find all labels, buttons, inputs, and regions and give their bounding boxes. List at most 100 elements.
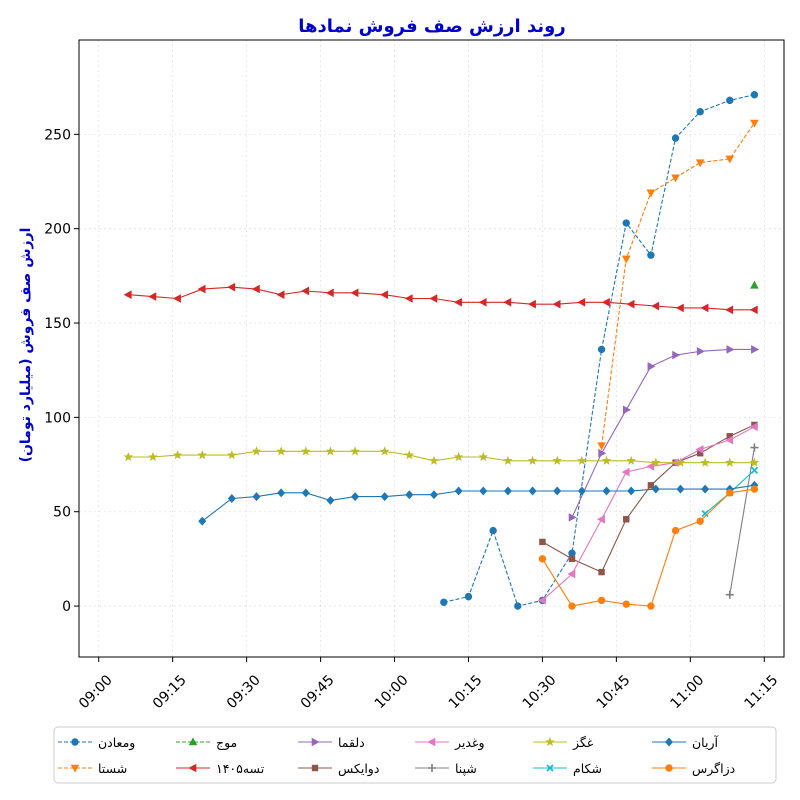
data-point (726, 345, 735, 354)
data-point (172, 450, 183, 460)
legend-marker (70, 764, 80, 773)
data-point (626, 455, 636, 465)
data-point (696, 517, 704, 525)
data-point (489, 526, 497, 535)
legend-label: دلقما (338, 735, 365, 750)
data-point (601, 455, 612, 465)
data-point (464, 592, 473, 601)
legend-marker (546, 764, 554, 772)
data-point (671, 134, 680, 142)
legend-item: غگز (533, 735, 594, 751)
data-point (380, 492, 389, 502)
data-point (380, 290, 388, 300)
data-point (198, 516, 207, 526)
data-point (577, 455, 587, 465)
legend-label: دوایکس (338, 761, 379, 777)
legend-marker (188, 737, 198, 746)
data-point (429, 455, 439, 465)
data-point (227, 450, 237, 460)
data-point (601, 297, 610, 307)
legend-item: شکام (533, 761, 602, 776)
data-point (227, 282, 236, 292)
data-point (568, 549, 576, 557)
data-point (675, 457, 686, 467)
x-tick-label: 10:30 (520, 672, 560, 712)
data-point (750, 485, 759, 493)
data-point (567, 569, 576, 579)
data-point (528, 486, 537, 496)
x-tick-label: 09:15 (150, 672, 190, 712)
series-7 (537, 422, 758, 605)
data-point (696, 108, 704, 116)
y-axis-label: ارزش صف فروش (میلیارد تومان) (18, 228, 34, 463)
data-point (622, 600, 630, 608)
series-3 (750, 280, 759, 289)
plot-frame (78, 39, 785, 658)
data-point (197, 450, 208, 460)
data-point (646, 462, 655, 471)
data-point (726, 433, 733, 440)
series-group (123, 91, 760, 610)
x-tick-label: 09:45 (298, 672, 338, 712)
legend-label: دزاگرس (692, 761, 735, 777)
data-point (598, 448, 607, 458)
legend-item: وغدیر (415, 735, 485, 751)
legend-item: آریان (652, 735, 719, 751)
legend-label: شستا (98, 761, 127, 776)
data-point (172, 294, 181, 303)
data-point (453, 297, 462, 307)
data-point (647, 602, 655, 610)
data-point (647, 362, 656, 371)
legend-item: ومعادن (58, 735, 135, 751)
data-point (350, 288, 359, 298)
data-point (725, 305, 734, 315)
data-point (597, 596, 606, 605)
data-point (577, 297, 586, 307)
x-tick-label: 10:45 (594, 672, 634, 712)
data-point (123, 290, 132, 300)
legend-item: شستا (58, 761, 127, 776)
data-point (597, 345, 606, 354)
series-line (128, 450, 755, 464)
data-point (252, 492, 261, 502)
data-point (695, 159, 705, 168)
data-point (622, 405, 631, 415)
series-line (128, 286, 755, 311)
data-point (626, 299, 635, 309)
series-4 (123, 282, 758, 315)
data-point (277, 488, 286, 498)
data-point (276, 446, 286, 456)
data-point (675, 303, 684, 313)
data-point (454, 486, 463, 496)
data-point (749, 457, 760, 467)
x-tick-label: 09:00 (76, 672, 116, 712)
data-point (479, 486, 488, 496)
data-point (300, 446, 311, 456)
data-point (671, 174, 680, 183)
data-point (404, 450, 415, 460)
data-point (725, 590, 734, 599)
data-point (197, 284, 206, 294)
data-point (597, 442, 606, 451)
data-point (598, 568, 605, 576)
data-point (577, 486, 586, 496)
series-11 (198, 480, 759, 526)
data-point (514, 602, 522, 610)
data-point (527, 455, 538, 465)
y-tick-label: 100 (44, 410, 71, 426)
data-point (701, 484, 710, 494)
data-point (503, 297, 512, 307)
data-point (695, 445, 704, 454)
data-point (325, 288, 334, 298)
data-point (539, 538, 546, 546)
y-tick-label: 0 (62, 599, 71, 615)
data-point (251, 446, 262, 456)
legend-label: غگز (572, 735, 594, 751)
data-point (478, 451, 489, 462)
data-point (750, 91, 759, 99)
data-point (647, 482, 655, 489)
legend-box (53, 726, 777, 784)
data-point (429, 490, 438, 500)
